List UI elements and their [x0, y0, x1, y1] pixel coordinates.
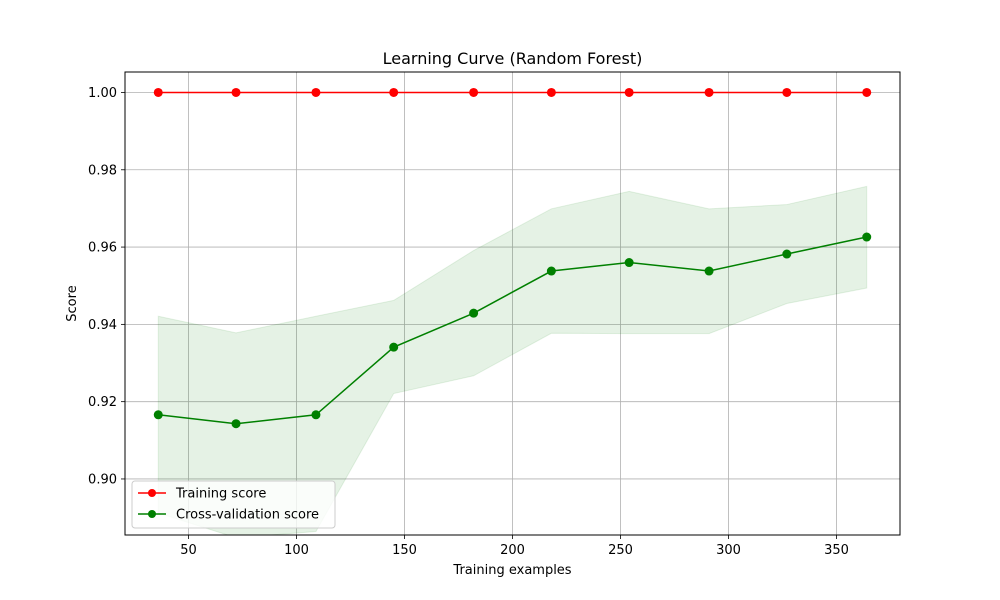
x-axis-ticks: 50 100 150 200 250 300 350 [180, 535, 849, 558]
data-point [311, 410, 321, 420]
legend-marker-training [148, 489, 156, 497]
y-axis-label: Score [65, 285, 80, 321]
data-point [782, 87, 792, 97]
y-axis-ticks: 0.90 0.92 0.94 0.96 0.98 1.00 [88, 86, 125, 487]
x-tick-label: 250 [608, 543, 633, 558]
legend-marker-cv [148, 510, 156, 518]
data-point [624, 258, 634, 268]
data-point [389, 342, 399, 352]
data-point [782, 249, 792, 259]
series-lines [158, 91, 867, 425]
data-point [704, 87, 714, 97]
x-tick-label: 50 [180, 543, 197, 558]
legend: Training score Cross-validation score [131, 480, 336, 529]
data-point [546, 87, 556, 97]
y-tick-label: 0.92 [88, 395, 117, 410]
data-point [862, 232, 872, 242]
data-point [231, 87, 241, 97]
data-point [153, 87, 163, 97]
x-tick-label: 200 [500, 543, 525, 558]
x-tick-label: 150 [392, 543, 417, 558]
y-tick-label: 0.94 [88, 318, 117, 333]
x-tick-label: 300 [716, 543, 741, 558]
data-point [469, 308, 479, 318]
y-tick-label: 0.96 [88, 241, 117, 256]
y-tick-label: 0.90 [88, 472, 117, 487]
legend-label-cv: Cross-validation score [176, 508, 319, 523]
data-point [389, 87, 399, 97]
x-axis-label: Training examples [452, 563, 571, 578]
x-tick-label: 350 [824, 543, 849, 558]
data-point [546, 266, 556, 276]
y-tick-label: 1.00 [88, 86, 117, 101]
data-point [153, 410, 163, 420]
data-point [704, 266, 714, 276]
chart-title: Learning Curve (Random Forest) [383, 49, 643, 68]
legend-label-training: Training score [175, 487, 266, 502]
data-point [231, 419, 241, 429]
confidence-band-1 [157, 185, 868, 535]
y-tick-label: 0.98 [88, 163, 117, 178]
data-point [469, 87, 479, 97]
data-point [624, 87, 634, 97]
data-point [862, 87, 872, 97]
legend-box [131, 480, 336, 529]
series-markers [153, 87, 872, 429]
x-tick-label: 100 [284, 543, 309, 558]
data-point [311, 87, 321, 97]
series-line-1 [158, 236, 867, 425]
